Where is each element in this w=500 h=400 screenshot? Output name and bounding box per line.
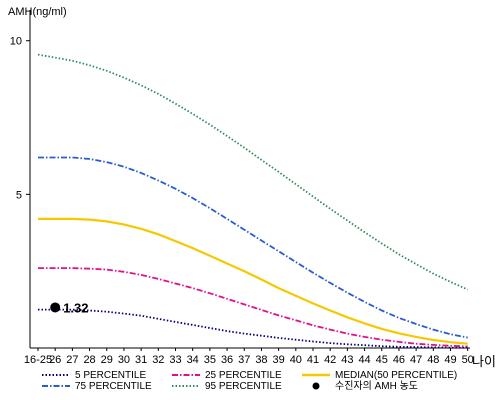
x-tick-label: 40 — [290, 354, 302, 366]
x-tick-label: 48 — [427, 354, 439, 366]
x-tick-label: 32 — [152, 354, 164, 366]
series-line-25-percentile — [38, 267, 468, 348]
legend-label: 95 PERCENTILE — [205, 381, 282, 392]
x-tick-label: 46 — [393, 354, 405, 366]
legend-label: 75 PERCENTILE — [75, 381, 152, 392]
x-tick-label: 27 — [66, 354, 78, 366]
x-tick-label: 39 — [273, 354, 285, 366]
x-tick-label: 30 — [118, 354, 130, 366]
series-line-5-percentile — [38, 308, 468, 349]
legend-patient-marker — [312, 382, 320, 390]
x-tick-label: 36 — [221, 354, 233, 366]
x-tick-label: 16-25 — [24, 354, 52, 366]
x-tick-label: 44 — [358, 354, 370, 366]
y-tick-label: 5 — [16, 189, 22, 201]
x-tick-label: 42 — [324, 354, 336, 366]
x-tick-label: 45 — [376, 354, 388, 366]
y-ticks: 5 10 — [10, 36, 30, 201]
x-tick-label: 29 — [101, 354, 113, 366]
x-tick-label: 33 — [169, 354, 181, 366]
x-tick-label: 34 — [187, 354, 199, 366]
patient-layer: 1.32 — [50, 300, 89, 315]
x-tick-label: 49 — [444, 354, 456, 366]
legend-label: 25 PERCENTILE — [205, 370, 282, 381]
series-line-median-50-percentile — [38, 217, 468, 345]
x-tick-label: 28 — [83, 354, 95, 366]
x-tick-label: 43 — [341, 354, 353, 366]
x-tick-label: 35 — [204, 354, 216, 366]
patient-point — [50, 302, 61, 313]
patient-value-label: 1.32 — [63, 300, 88, 315]
x-tick-label: 41 — [307, 354, 319, 366]
x-tick-label: 47 — [410, 354, 422, 366]
x-tick-label: 38 — [255, 354, 267, 366]
legend-label-patient: 수진자의 AMH 농도 — [335, 380, 418, 392]
y-tick-label: 10 — [10, 36, 22, 48]
x-tick-label: 50 — [462, 354, 474, 366]
x-tick-label: 37 — [238, 354, 250, 366]
series-layer — [37, 53, 469, 349]
series-line-95-percentile — [37, 53, 469, 291]
series-line-75-percentile — [38, 156, 468, 339]
legend-label: MEDIAN(50 PERCENTILE) — [335, 370, 457, 381]
x-tick-label: 26 — [49, 354, 61, 366]
x-axis-label: 나이 — [472, 354, 496, 369]
x-tick-label: 31 — [135, 354, 147, 366]
legend: 5 PERCENTILE 25 PERCENTILE MEDIAN(50 PERCE… — [42, 370, 457, 392]
y-axis-label: AMH(ng/ml) — [8, 6, 67, 18]
legend-label: 5 PERCENTILE — [75, 370, 146, 381]
